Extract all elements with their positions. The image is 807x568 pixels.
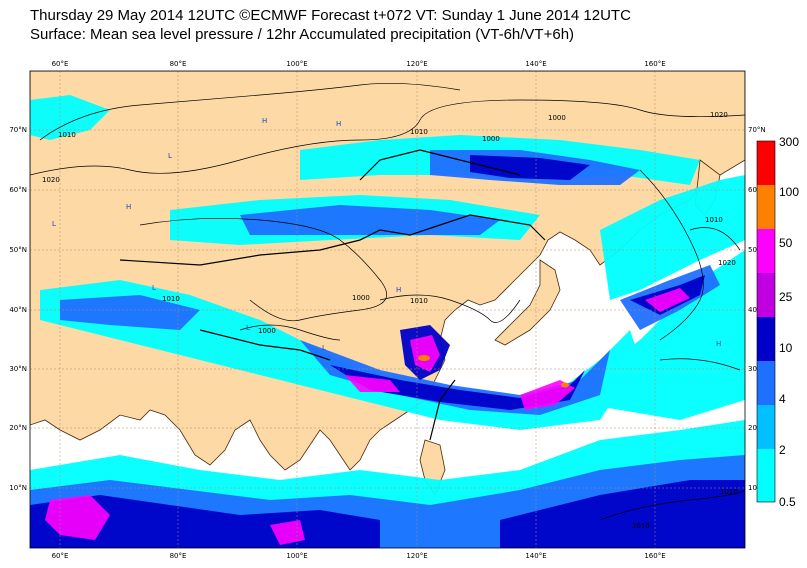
colorbar-band-4 — [757, 361, 775, 405]
land-japan — [494, 259, 561, 346]
colorbar: 300 100 50 25 10 4 2 0.5 — [756, 135, 799, 509]
high-pressure-marker: H — [396, 286, 401, 294]
colorbar-band-10 — [757, 317, 775, 361]
lat-ticks-left: 70°N 60°N 50°N 40°N 30°N 20°N 10°N — [9, 126, 27, 492]
lat-tick: 60°N — [9, 186, 27, 194]
isobar-label: 1020 — [718, 259, 736, 267]
pressure-centers: H H H L L L H L L H — [52, 117, 721, 352]
lat-tick: 20°N — [9, 424, 27, 432]
isobar-label: 1010 — [410, 297, 428, 305]
lon-tick: 100°E — [286, 60, 307, 68]
isobar-label: 1010 — [58, 131, 76, 139]
title-line-2: Surface: Mean sea level pressure / 12hr … — [30, 26, 575, 43]
isobar-labels: 1010 1020 1010 1000 1000 1010 1010 1000 … — [42, 111, 738, 530]
colorbar-label: 100 — [779, 185, 799, 199]
colorbar-band-100 — [757, 185, 775, 229]
lon-tick: 80°E — [170, 60, 187, 68]
lon-tick: 120°E — [406, 60, 427, 68]
precip-layer-intense — [45, 288, 690, 545]
country-borders — [119, 149, 546, 441]
colorbar-band-300 — [757, 141, 775, 185]
low-pressure-marker: L — [322, 344, 326, 352]
high-pressure-marker: H — [262, 117, 267, 125]
lat-tick: 40 — [748, 306, 757, 314]
high-pressure-marker: H — [336, 120, 341, 128]
colorbar-band-0.5 — [757, 449, 775, 502]
colorbar-label: 0.5 — [779, 495, 796, 509]
title-line-1: Thursday 29 May 2014 12UTC ©ECMWF Foreca… — [30, 7, 631, 24]
map-frame — [29, 70, 746, 549]
lat-tick: 50°N — [9, 246, 27, 254]
low-pressure-marker: L — [52, 220, 56, 228]
chart-title: Thursday 29 May 2014 12UTC ©ECMWF Foreca… — [30, 6, 631, 44]
colorbar-band-25 — [757, 273, 775, 317]
isobar-label: 1000 — [482, 135, 500, 143]
lon-tick: 100°E — [286, 552, 307, 560]
isobar-label: 1010 — [162, 295, 180, 303]
lat-tick: 10°N — [9, 484, 27, 492]
colorbar-label: 25 — [779, 290, 793, 304]
lon-tick: 80°E — [170, 552, 187, 560]
low-pressure-marker: L — [168, 152, 172, 160]
low-pressure-marker: L — [246, 324, 250, 332]
colorbar-band-2 — [757, 405, 775, 449]
colorbar-label: 300 — [779, 135, 799, 149]
high-pressure-marker: H — [716, 340, 721, 348]
lon-tick: 140°E — [525, 60, 546, 68]
lat-tick: 40°N — [9, 306, 27, 314]
lat-tick: 20 — [748, 424, 757, 432]
isobar-label: 1000 — [352, 294, 370, 302]
isobar-label: 1020 — [42, 176, 60, 184]
lon-ticks-bottom: 60°E 80°E 100°E 120°E 140°E 160°E — [52, 552, 666, 560]
isobar-label: 1000 — [258, 327, 276, 335]
lon-tick: 140°E — [525, 552, 546, 560]
precip-layer-extreme — [418, 355, 569, 388]
isobar-label: 1010 — [632, 522, 650, 530]
lat-tick: 30°N — [9, 365, 27, 373]
lon-tick: 160°E — [644, 60, 665, 68]
colorbar-label: 4 — [779, 392, 786, 406]
lat-tick: 30 — [748, 365, 757, 373]
lon-tick: 60°E — [52, 60, 69, 68]
lat-tick: 60 — [748, 186, 757, 194]
map-canvas — [30, 71, 745, 548]
isobar-label: 1020 — [710, 111, 728, 119]
colorbar-label: 50 — [779, 236, 793, 250]
colorbar-label: 10 — [779, 341, 793, 355]
lat-tick: 70°N — [9, 126, 27, 134]
isobar-label: 1010 — [705, 216, 723, 224]
lat-tick: 50 — [748, 246, 757, 254]
lon-tick: 60°E — [52, 552, 69, 560]
graticule — [30, 71, 745, 548]
lat-tick: 70°N — [748, 126, 766, 134]
lon-tick: 120°E — [406, 552, 427, 560]
isobar-label: 1010 — [410, 128, 428, 136]
lon-tick: 160°E — [644, 552, 665, 560]
isobar-label: 1010 — [720, 488, 738, 496]
colorbar-band-50 — [757, 229, 775, 273]
colorbar-label: 2 — [779, 443, 786, 457]
colorbar-frame — [756, 140, 776, 503]
low-pressure-marker: L — [152, 284, 156, 292]
lon-ticks-top: 60°E 80°E 100°E 120°E 140°E 160°E — [52, 60, 666, 68]
isobars — [30, 82, 745, 521]
isobar-label: 1000 — [548, 114, 566, 122]
high-pressure-marker: H — [126, 203, 131, 211]
